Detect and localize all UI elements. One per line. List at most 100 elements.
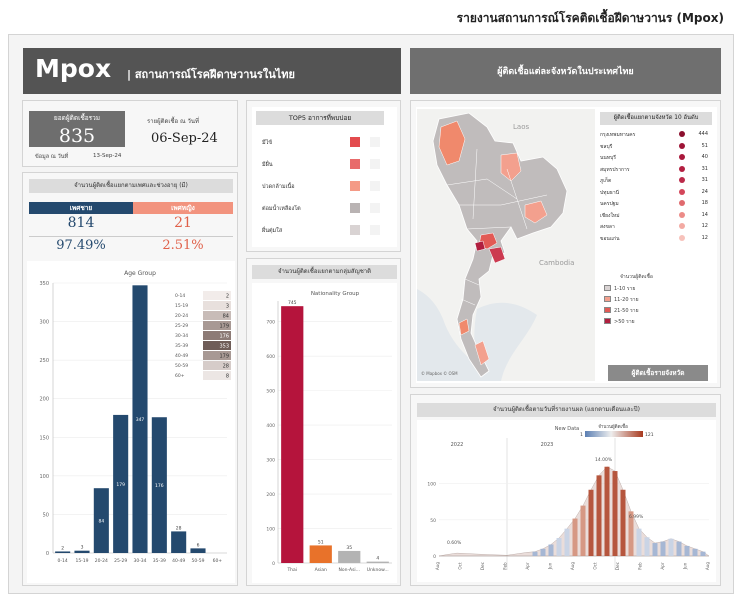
symptom-swatch	[350, 203, 360, 213]
map-legend-label: 11-20 ราย	[614, 297, 639, 303]
nationality-bar	[281, 306, 304, 563]
top10-dot	[679, 177, 685, 183]
age-legend-label: 40-49	[175, 353, 188, 359]
top10-value: 14	[701, 211, 708, 218]
symptoms-title: TOP5 อาการที่พบบ่อย	[256, 111, 384, 125]
trend-annotation: 14.00%	[595, 457, 613, 463]
female-percent: 2.51%	[162, 238, 204, 253]
age-legend-label: 0-14	[175, 293, 185, 299]
nationality-bar-label: 51	[318, 539, 324, 545]
symptom-swatch-empty	[370, 137, 380, 147]
total-date: 13-Sep-24	[93, 153, 122, 159]
age-bar	[55, 551, 71, 553]
trend-annotation: 6.99%	[629, 514, 644, 520]
thailand-map[interactable]: Laos Cambodia © Mapbox © OSM	[417, 109, 595, 381]
age-y-tick: 150	[39, 435, 49, 441]
last-report-date: 06-Sep-24	[151, 131, 218, 146]
trend-month-bar	[644, 537, 650, 556]
age-legend-value: 176	[219, 334, 229, 340]
top10-dot	[679, 223, 685, 229]
trend-x-tick: Apr	[660, 562, 665, 570]
trend-month-bar	[692, 548, 698, 556]
kpi-panel: ยอดผู้ติดเชื้อรวม 835 ข้อมูล ณ วันที่ 13…	[22, 100, 238, 167]
nationality-x-tick: Asian	[315, 567, 327, 573]
symptom-swatch-empty	[370, 203, 380, 213]
top10-value: 18	[701, 200, 708, 206]
trend-y-tick: 100	[427, 482, 436, 488]
nationality-bar	[309, 545, 332, 563]
age-x-tick: 15-19	[75, 558, 88, 564]
age-legend-label: 35-39	[175, 343, 188, 349]
trend-colorbar-min: 1	[580, 432, 583, 438]
total-label: ยอดผู้ติดเชื้อรวม	[29, 111, 125, 125]
symptom-label: มีไข้	[262, 140, 273, 146]
symptom-label: มีผื่น	[262, 162, 273, 168]
age-bar	[113, 414, 129, 553]
nationality-chart-title: Nationality Group	[311, 291, 360, 297]
top10-dot	[679, 234, 685, 241]
age-legend-value: 179	[219, 354, 229, 360]
age-x-tick: 35-39	[153, 558, 166, 564]
male-percent: 97.49%	[56, 238, 106, 253]
trend-month-bar	[620, 489, 626, 556]
age-x-tick: 30-34	[133, 558, 146, 564]
trend-annotation: 0.60%	[447, 540, 462, 546]
nationality-x-tick: Thai	[286, 567, 297, 573]
top10-province: กรุงเทพมหานคร	[600, 132, 636, 138]
province-detail-button[interactable]: ผู้ติดเชื้อรายจังหวัด	[608, 365, 708, 381]
gender-divider	[29, 236, 233, 237]
age-legend-label: 30-34	[175, 333, 188, 339]
map-legend-title: จำนวนผู้ติดเชื้อ	[620, 274, 653, 280]
nationality-y-tick: 700	[266, 320, 275, 326]
total-value: 835	[29, 125, 125, 147]
map-card: Laos Cambodia © Mapbox © OSM ผู้ติดเชื้อ…	[416, 107, 717, 383]
top10-province: นครปฐม	[600, 201, 619, 207]
trend-x-tick: Dec	[615, 561, 620, 570]
trend-chart: จำนวนผู้ติดเชื้อ 1 121 2022 2023 New Data 0 50 1…	[427, 423, 710, 570]
cambodia-label: Cambodia	[539, 259, 574, 267]
age-bar-label: 176	[155, 483, 164, 489]
trend-month-bar	[564, 528, 570, 556]
laos-label: Laos	[513, 123, 529, 131]
province-banner-title: ผู้ติดเชื้อแต่ละจังหวัดในประเทศไทย	[497, 67, 634, 77]
trend-colorbar-title: จำนวนผู้ติดเชื้อ	[598, 423, 628, 430]
top10-value: 31	[701, 177, 708, 183]
trend-year-label: 2023	[541, 442, 554, 448]
map-legend-swatch	[604, 318, 611, 324]
top10-value: 24	[701, 188, 708, 195]
age-y-tick: 200	[39, 397, 49, 403]
age-bar-label: 347	[136, 417, 145, 423]
symptom-swatch-empty	[370, 225, 380, 235]
trend-month-bar	[628, 511, 634, 556]
trend-month-bar	[676, 541, 682, 556]
nationality-y-tick: 100	[266, 527, 275, 533]
trend-y-tick: 0	[433, 554, 436, 560]
age-legend-swatch	[203, 351, 231, 360]
age-legend-swatch	[203, 331, 231, 340]
trend-x-tick: Jun	[683, 562, 688, 570]
top10-province: สมุทรปราการ	[600, 166, 630, 173]
age-bar-label: 2	[61, 545, 64, 551]
top10-value: 12	[701, 234, 708, 241]
age-legend-label: 20-24	[175, 313, 188, 319]
age-legend-label: 15-19	[175, 303, 188, 309]
total-date-label: ข้อมูล ณ วันที่	[35, 154, 69, 160]
top10-dot	[679, 165, 685, 172]
top10-value: 31	[701, 165, 708, 172]
mpox-banner: Mpox | สถานการณ์โรคฝีดาษวานรในไทย	[23, 48, 401, 94]
report-title: รายงานสถานการณ์โรคติดเชื้อฝีดาษวานร (Mpo…	[456, 11, 724, 25]
top10-value: 51	[701, 142, 708, 149]
age-bar	[171, 531, 187, 553]
female-label: เพศหญิง	[133, 202, 233, 214]
map-legend-swatch	[604, 296, 611, 302]
nationality-bar	[338, 550, 361, 563]
trend-month-bar	[668, 538, 674, 556]
map-legend-swatch	[604, 285, 611, 291]
trend-x-tick: Apr	[525, 562, 530, 570]
trend-year-label: 2022	[451, 442, 464, 448]
symptom-swatch	[350, 225, 360, 235]
nationality-bar-label: 745	[288, 300, 297, 306]
map-legend-label: >50 ราย	[614, 319, 635, 325]
trend-month-bar	[636, 528, 642, 556]
top10-dot	[679, 211, 685, 218]
